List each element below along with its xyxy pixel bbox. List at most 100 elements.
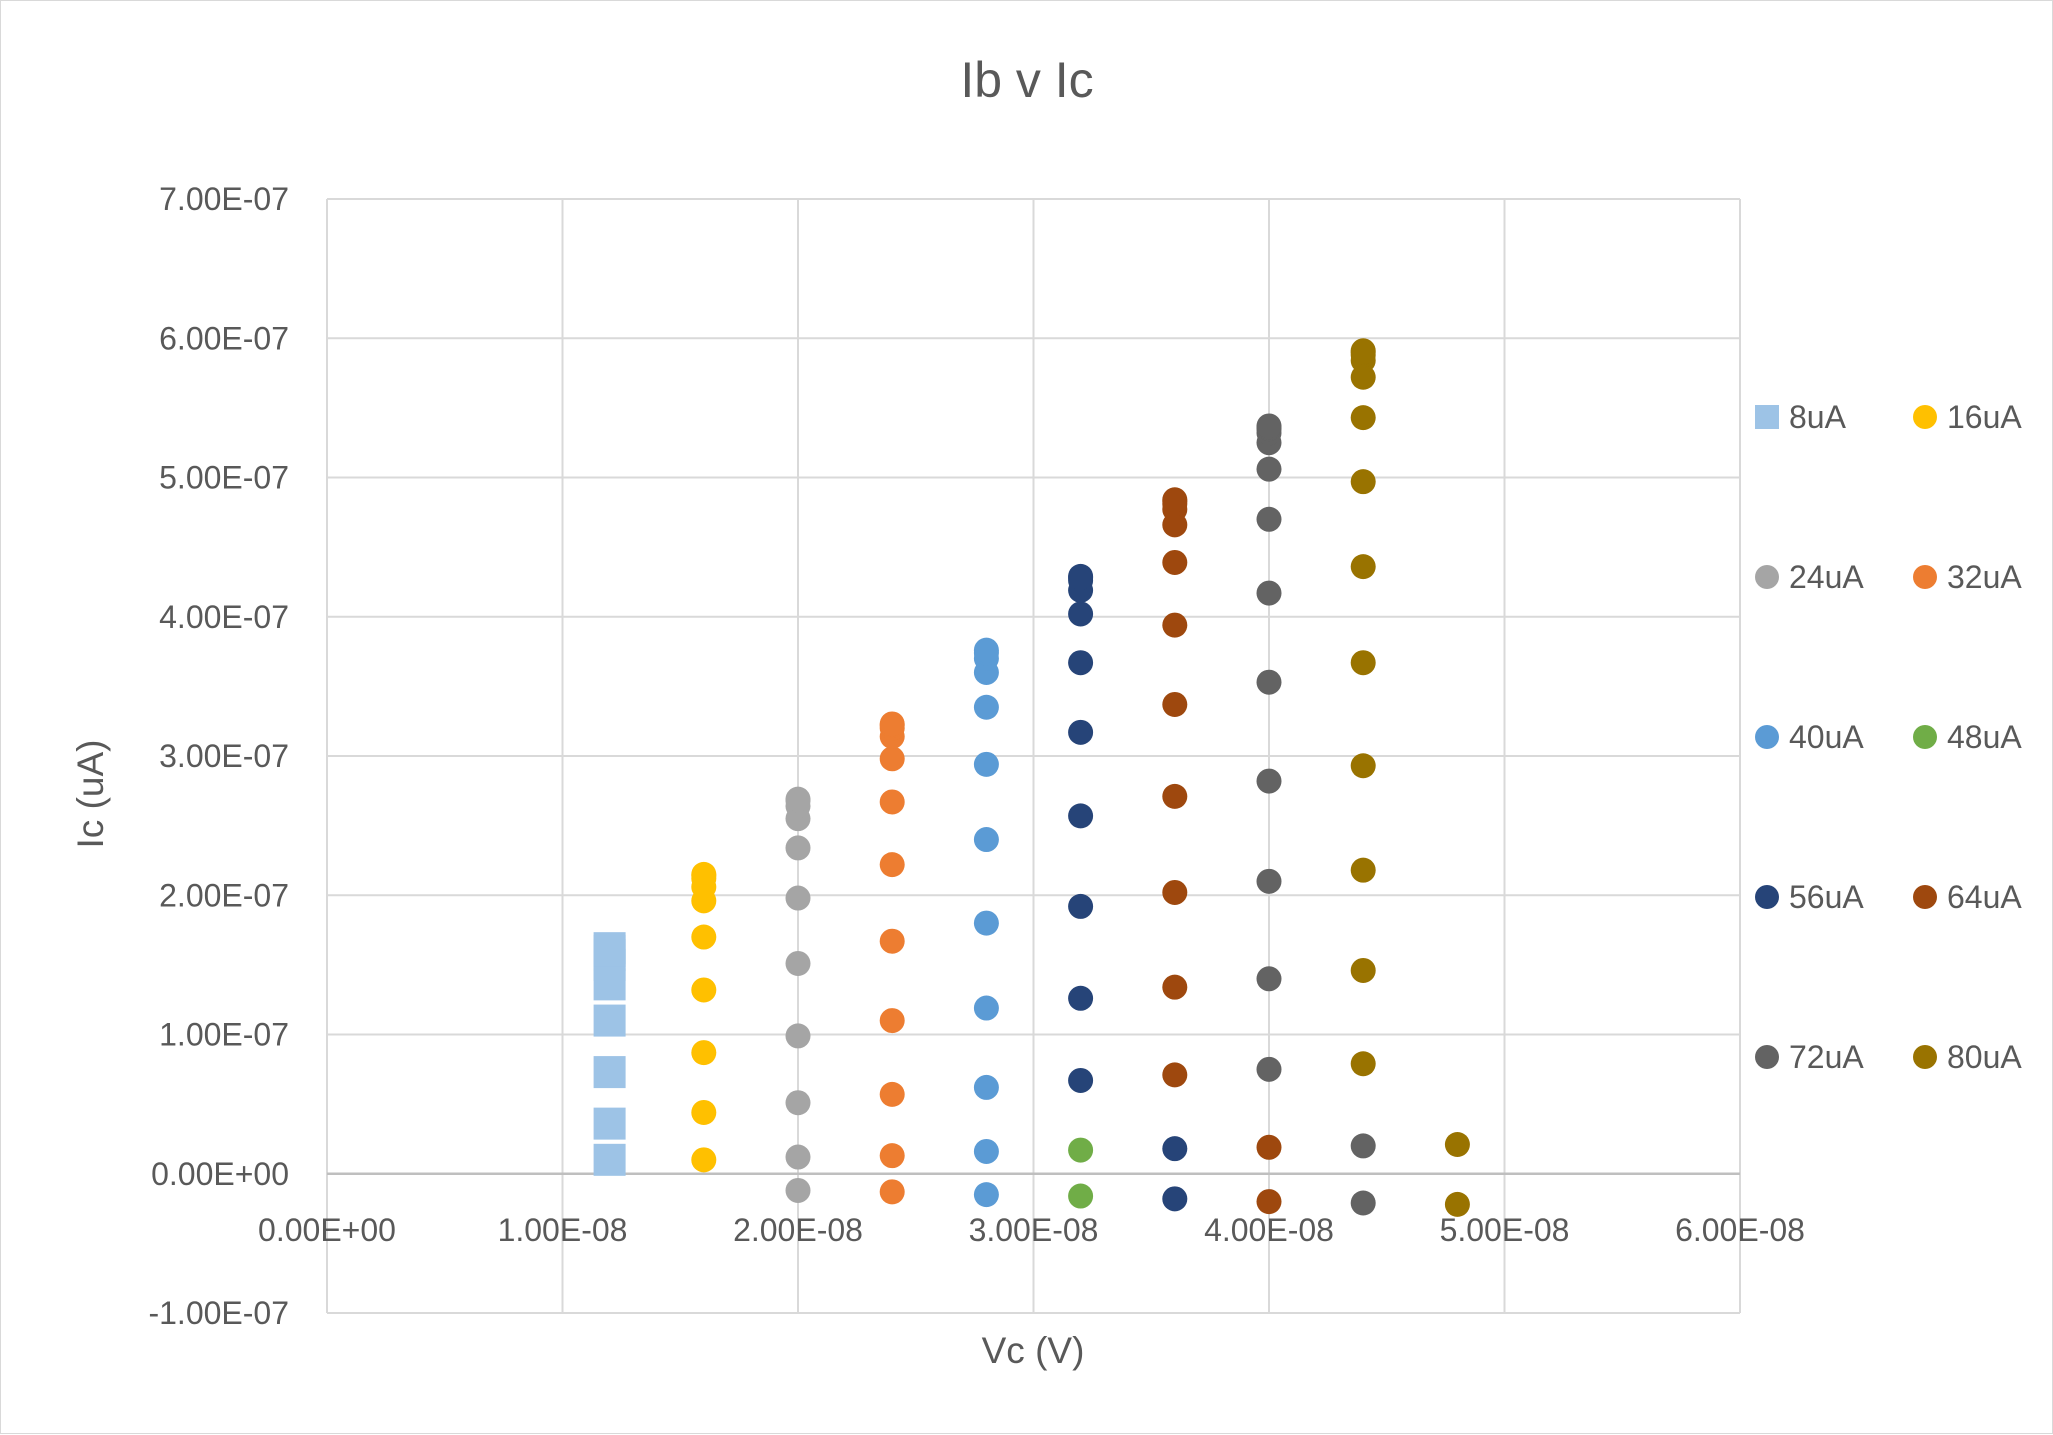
x-tick-label: 0.00E+00 [258, 1212, 396, 1248]
legend-label: 56uA [1789, 879, 1864, 915]
data-point [1068, 985, 1094, 1011]
data-point [1162, 1136, 1188, 1162]
data-point [973, 1182, 999, 1208]
data-point [1256, 1189, 1282, 1215]
data-point [691, 1099, 717, 1125]
legend-marker [1913, 725, 1937, 749]
data-point [785, 786, 811, 812]
data-point [973, 1074, 999, 1100]
x-tick-label: 3.00E-08 [969, 1212, 1099, 1248]
y-tick-label: 5.00E-07 [159, 460, 289, 496]
data-point [879, 746, 905, 772]
data-point [691, 1040, 717, 1066]
legend-marker [1913, 885, 1937, 909]
grid [326, 198, 1741, 1314]
data-point [1256, 868, 1282, 894]
data-point [973, 637, 999, 663]
legend-label: 8uA [1789, 399, 1847, 435]
legend-label: 24uA [1789, 559, 1864, 595]
data-point [785, 950, 811, 976]
data-point [593, 1143, 626, 1176]
data-point [593, 1107, 626, 1140]
y-tick-label: 0.00E+00 [151, 1156, 289, 1192]
data-point [1162, 487, 1188, 513]
legend-label: 64uA [1947, 879, 2022, 915]
legend-marker [1755, 405, 1779, 429]
data-point [1256, 1056, 1282, 1082]
data-point [1256, 506, 1282, 532]
x-axis-title: Vc (V) [982, 1330, 1085, 1371]
legend-label: 72uA [1789, 1039, 1864, 1075]
chart-title: Ib v Ic [960, 52, 1093, 108]
y-tick-label: 3.00E-07 [159, 738, 289, 774]
data-point [879, 1081, 905, 1107]
data-point [879, 1143, 905, 1169]
data-point [1162, 1062, 1188, 1088]
data-point [1256, 456, 1282, 482]
data-point [973, 751, 999, 777]
data-point [1068, 1137, 1094, 1163]
data-point [1350, 469, 1376, 495]
data-point [785, 1177, 811, 1203]
legend-label: 48uA [1947, 719, 2022, 755]
data-point [1068, 893, 1094, 919]
tick-labels: 0.00E+00 1.00E-08 2.00E-08 3.00E-08 4.00E-08… [148, 181, 1804, 1331]
data-point [691, 977, 717, 1003]
data-point [1350, 1051, 1376, 1077]
legend-marker [1913, 565, 1937, 589]
data-point [1162, 549, 1188, 575]
legend-marker [1755, 885, 1779, 909]
legend: 8uA 16uA 24uA 32uA 40uA 48uA 56uA 64uA 72uA 80uA [1755, 399, 2022, 1075]
x-tick-label: 2.00E-08 [733, 1212, 863, 1248]
data-point [879, 852, 905, 878]
data-point [785, 885, 811, 911]
data-point [1350, 857, 1376, 883]
data-point [691, 861, 717, 887]
y-tick-label: 6.00E-07 [159, 320, 289, 356]
data-point [1350, 753, 1376, 779]
y-tick-label: -1.00E-07 [148, 1295, 289, 1331]
data-point [1068, 650, 1094, 676]
data-point [879, 1008, 905, 1034]
y-tick-label: 1.00E-07 [159, 1017, 289, 1053]
data-point [1350, 338, 1376, 364]
x-tick-label: 6.00E-08 [1675, 1212, 1805, 1248]
legend-label: 80uA [1947, 1039, 2022, 1075]
data-point [785, 1144, 811, 1170]
y-tick-label: 2.00E-07 [159, 877, 289, 913]
data-point [879, 928, 905, 954]
data-point [973, 694, 999, 720]
legend-label: 16uA [1947, 399, 2022, 435]
data-point [785, 835, 811, 861]
data-point [785, 1023, 811, 1049]
data-point [1162, 879, 1188, 905]
x-tick-label: 1.00E-08 [498, 1212, 628, 1248]
data-point [1162, 612, 1188, 638]
legend-label: 32uA [1947, 559, 2022, 595]
x-tick-label: 4.00E-08 [1204, 1212, 1334, 1248]
data-point [1350, 650, 1376, 676]
data-point [1256, 580, 1282, 606]
data-point [593, 932, 626, 965]
data-point [1162, 1186, 1188, 1212]
data-point [1350, 554, 1376, 580]
data-point [879, 711, 905, 737]
data-point [1256, 768, 1282, 794]
data-point [691, 924, 717, 950]
data-point [1068, 1183, 1094, 1209]
data-point [1350, 1133, 1376, 1159]
data-point [973, 1138, 999, 1164]
data-points [593, 338, 1470, 1217]
data-point [1256, 1134, 1282, 1160]
data-point [691, 1147, 717, 1173]
data-point [593, 1056, 626, 1089]
y-tick-label: 4.00E-07 [159, 599, 289, 635]
data-point [593, 1004, 626, 1037]
data-point [1162, 691, 1188, 717]
data-point [1350, 957, 1376, 983]
legend-marker [1755, 1045, 1779, 1069]
data-point [1256, 413, 1282, 439]
data-point [1350, 405, 1376, 431]
